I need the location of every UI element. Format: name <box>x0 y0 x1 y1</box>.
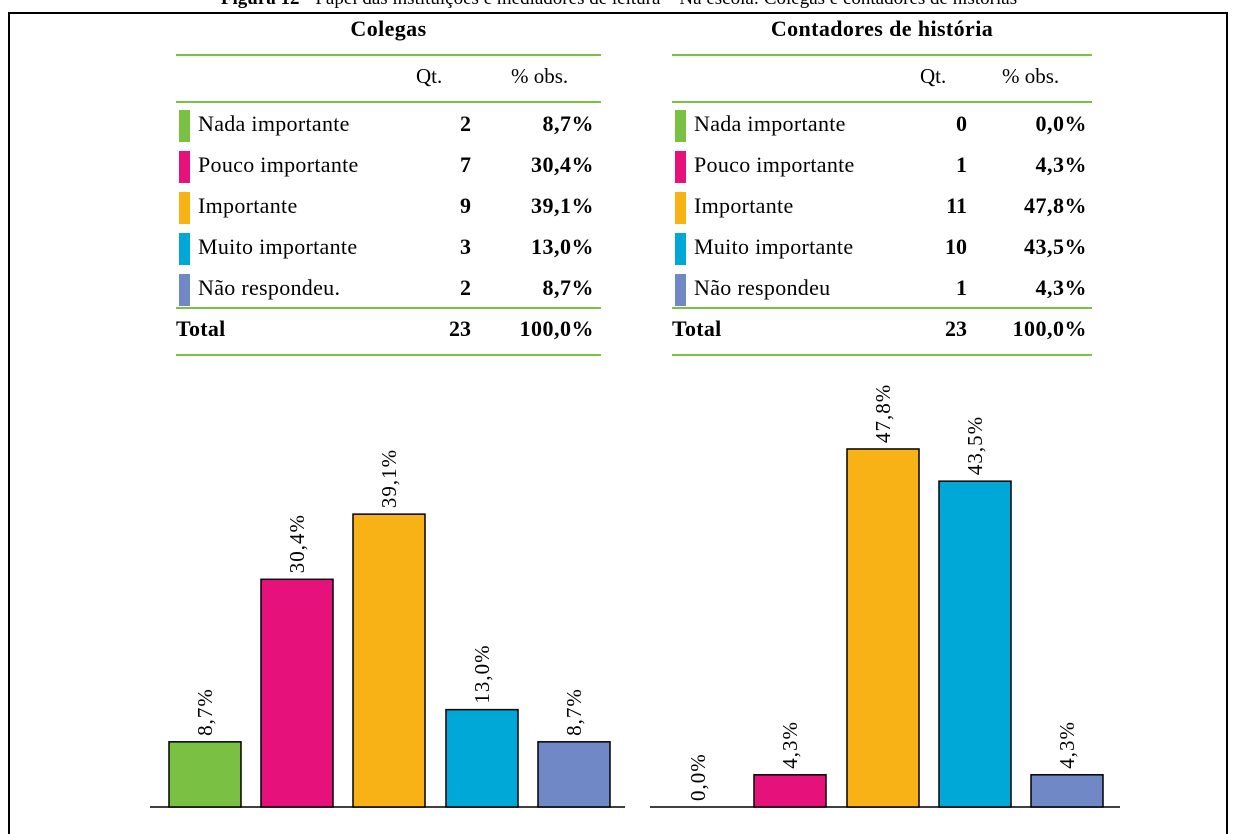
row-count: 1 <box>956 152 967 177</box>
figure-caption-prefix: Figura 12 <box>221 0 300 9</box>
header-rule <box>176 101 601 103</box>
title-rule <box>672 54 1092 56</box>
data-label: 8,7% <box>562 688 586 736</box>
total-count: 23 <box>945 316 967 341</box>
figure-caption: Figura 12 - Papel das instituições e med… <box>0 0 1238 11</box>
data-label: 4,3% <box>1055 721 1079 769</box>
header-pct: % obs. <box>1002 64 1060 88</box>
legend-swatch <box>675 192 686 224</box>
table-row: Muito importante 10 43,5% <box>672 229 1092 269</box>
total-row: Total 23 100,0% <box>176 311 601 351</box>
row-count: 0 <box>956 111 967 136</box>
table-row: Importante 9 39,1% <box>176 188 601 228</box>
row-count: 1 <box>956 275 967 300</box>
bar-charts: 8,7% 30,4% 39,1% 13,0% 8,7% 0,0% 4,3% 47,8% 43,5… <box>150 384 1120 808</box>
total-count: 23 <box>449 316 471 341</box>
row-label: Importante <box>694 193 794 218</box>
panel-title: Contadores de história <box>770 16 994 41</box>
total-rule-top <box>176 307 601 309</box>
data-label: 13,0% <box>470 644 494 703</box>
figure-caption-text: - Papel das instituições e mediadores de… <box>300 0 1017 9</box>
row-count: 2 <box>460 111 471 136</box>
row-label: Muito importante <box>198 234 358 259</box>
bar <box>537 741 611 808</box>
row-pct: 4,3% <box>1035 275 1087 300</box>
legend-swatch <box>675 151 686 183</box>
header-qt: Qt. <box>920 64 947 88</box>
row-pct: 13,0% <box>531 234 594 259</box>
row-pct: 43,5% <box>1024 234 1087 259</box>
table-row: Muito importante 3 13,0% <box>176 229 601 269</box>
total-rule-top <box>672 307 1092 309</box>
header-qt: Qt. <box>416 64 443 88</box>
row-label: Pouco importante <box>198 152 359 177</box>
row-count: 2 <box>460 275 471 300</box>
table-row: Importante 11 47,8% <box>672 188 1092 228</box>
row-count: 9 <box>460 193 471 218</box>
row-count: 10 <box>945 234 967 259</box>
legend-swatch <box>675 233 686 265</box>
row-label: Nada importante <box>694 111 846 136</box>
bar <box>445 708 519 808</box>
data-label: 4,3% <box>778 721 802 769</box>
table-row: Pouco importante 1 4,3% <box>672 147 1092 187</box>
table-row: Pouco importante 7 30,4% <box>176 147 601 187</box>
total-pct: 100,0% <box>519 316 594 341</box>
legend-swatch <box>179 110 190 142</box>
legend-swatch <box>179 151 190 183</box>
row-label: Não respondeu <box>694 275 831 300</box>
legend-swatch <box>675 110 686 142</box>
data-label: 39,1% <box>377 449 401 508</box>
row-count: 11 <box>946 193 967 218</box>
bar <box>260 578 334 808</box>
total-label: Total <box>672 316 722 341</box>
bar <box>168 741 242 808</box>
bar <box>938 480 1012 808</box>
row-pct: 39,1% <box>531 193 594 218</box>
bar <box>846 448 920 808</box>
row-label: Pouco importante <box>694 152 855 177</box>
header-pct: % obs. <box>511 64 569 88</box>
row-label: Não respondeu. <box>198 275 341 300</box>
bar <box>1030 774 1104 808</box>
data-label: 30,4% <box>285 514 309 573</box>
row-label: Importante <box>198 193 298 218</box>
total-row: Total 23 100,0% <box>672 311 1092 351</box>
total-rule-bottom <box>672 354 1092 356</box>
header-rule <box>672 101 1092 103</box>
title-rule <box>176 54 601 56</box>
legend-swatch <box>179 192 190 224</box>
legend-swatch <box>179 233 190 265</box>
total-pct: 100,0% <box>1012 316 1087 341</box>
row-count: 3 <box>460 234 471 259</box>
row-pct: 4,3% <box>1035 152 1087 177</box>
row-pct: 47,8% <box>1024 193 1087 218</box>
row-label: Muito importante <box>694 234 854 259</box>
row-pct: 8,7% <box>542 111 594 136</box>
legend-swatch <box>675 274 686 306</box>
total-label: Total <box>176 316 226 341</box>
panel-title: Colegas <box>350 16 427 41</box>
data-label: 47,8% <box>871 384 895 443</box>
row-pct: 0,0% <box>1035 111 1087 136</box>
row-label: Nada importante <box>198 111 350 136</box>
total-rule-bottom <box>176 354 601 356</box>
table-row: Não respondeu. 2 8,7% <box>176 270 601 310</box>
data-label: 0,0% <box>686 753 710 801</box>
bar <box>352 513 426 808</box>
legend-swatch <box>179 274 190 306</box>
row-pct: 8,7% <box>542 275 594 300</box>
table-row: Nada importante 2 8,7% <box>176 106 601 146</box>
row-count: 7 <box>460 152 471 177</box>
bar <box>753 774 827 808</box>
data-label: 8,7% <box>193 688 217 736</box>
data-label: 43,5% <box>963 416 987 475</box>
figure-frame <box>8 12 1228 834</box>
table-row: Nada importante 0 0,0% <box>672 106 1092 146</box>
row-pct: 30,4% <box>531 152 594 177</box>
table-row: Não respondeu 1 4,3% <box>672 270 1092 310</box>
